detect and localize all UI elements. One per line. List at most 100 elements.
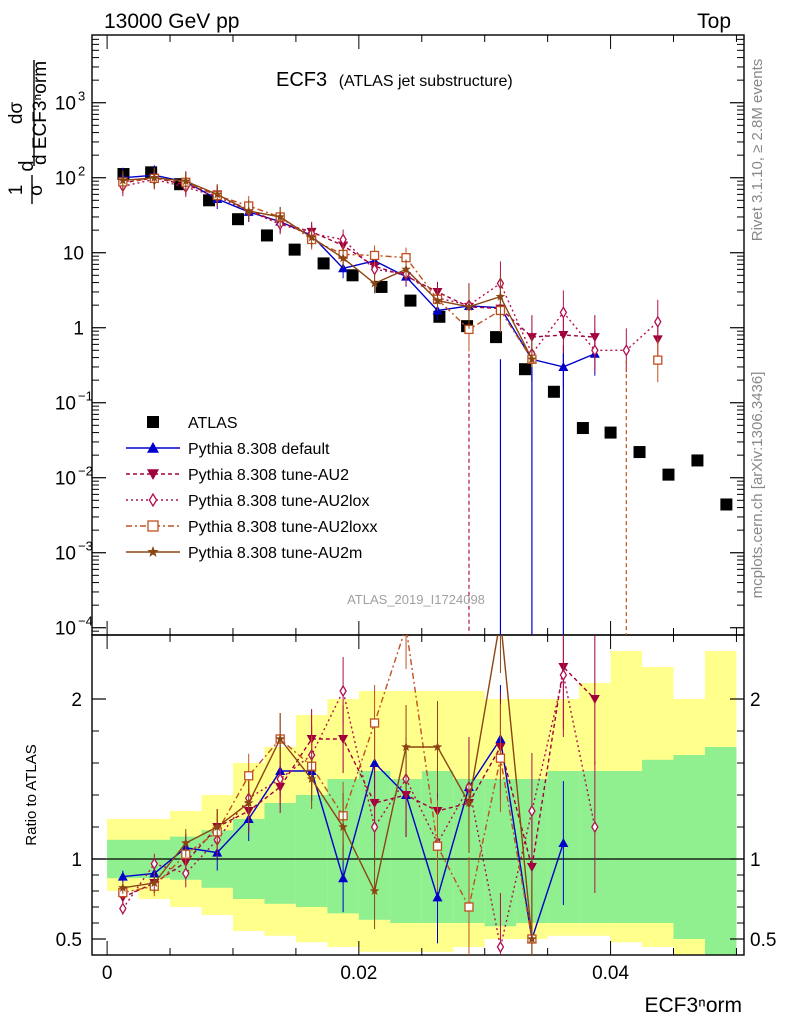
legend-entry: Pythia 8.308 tune-AU2lox	[126, 492, 369, 510]
ratio-series-point	[338, 822, 348, 832]
y-tick-exponent: −2	[78, 464, 93, 479]
ratio-ylabel: Ratio to ATLAS	[23, 744, 40, 845]
ratio-series-point	[464, 902, 474, 912]
ratio-y-tick-label: 0.5	[56, 930, 82, 951]
ratio-series-point	[528, 804, 536, 818]
ylabel-one: 1	[6, 185, 27, 196]
mc-series-line	[122, 177, 595, 338]
header-process-label: Top	[697, 10, 731, 33]
y-tick-exponent: −1	[78, 389, 93, 404]
band-green-bin	[704, 747, 737, 955]
ratio-series	[117, 635, 600, 955]
mc-series-line	[122, 174, 596, 368]
mc-series-point	[306, 232, 317, 242]
ratio-series-point	[150, 857, 159, 871]
y-tick-label: 10	[63, 244, 84, 265]
band-green-bin	[610, 771, 643, 923]
legend-label: ATLAS	[188, 415, 238, 432]
atlas-data-point	[518, 363, 531, 376]
atlas-data-point	[288, 243, 301, 256]
ylabel-denominator: d ECF3ⁿorm	[30, 61, 51, 165]
y-tick-label: 10	[55, 544, 76, 565]
atlas-data-point	[604, 426, 617, 439]
atlas-data-point	[232, 213, 245, 226]
ratio-y-tick-label: 2	[71, 690, 82, 711]
mc-series-line	[122, 177, 533, 360]
legend-marker	[147, 442, 159, 453]
ratio-series-point	[339, 684, 347, 698]
ratio-series-point	[212, 822, 222, 832]
ratio-series-point	[182, 867, 190, 880]
ratio-series-point	[244, 771, 254, 781]
ratio-series-point	[496, 940, 505, 954]
main-series	[117, 165, 733, 635]
ratio-series-point	[118, 882, 128, 892]
mc-series-point	[212, 189, 222, 199]
mc-series-point	[181, 176, 191, 186]
ratio-series-point	[338, 735, 349, 744]
legend-label: Pythia 8.308 tune-AU2lox	[188, 493, 369, 510]
ratio-series-point	[149, 878, 160, 888]
legend-label: Pythia 8.308 tune-AU2m	[188, 545, 362, 562]
legend-marker	[148, 492, 158, 508]
legend-label: Pythia 8.308 default	[188, 441, 330, 458]
mc-series-line	[122, 178, 659, 356]
ratio-series-line	[122, 674, 596, 948]
legend-entry: ATLAS	[147, 415, 238, 432]
ratio-series-point	[276, 772, 284, 786]
ratio-series-point	[432, 841, 443, 851]
mc-series-point	[118, 175, 128, 185]
mc-series-point	[653, 355, 663, 365]
band-green-bin	[673, 755, 705, 939]
y-tick-label: 10	[55, 394, 76, 415]
ratio-series-point	[338, 873, 349, 883]
mc-series-point	[369, 250, 380, 261]
ratio-series-point	[370, 820, 379, 834]
atlas-data-point	[662, 468, 675, 481]
ratio-y-tick-label-right: 2	[750, 690, 761, 711]
y-tick-exponent: −4	[78, 614, 93, 629]
mc-series-point	[558, 331, 569, 340]
ratio-series-point	[181, 838, 191, 848]
legend-marker	[147, 546, 159, 557]
ratio-y-tick-label-right: 1	[750, 850, 761, 871]
y-tick-exponent: 2	[78, 164, 85, 179]
mc-series-point	[654, 315, 662, 329]
ratio-series-point	[591, 820, 599, 834]
ratio-series-point	[432, 742, 443, 752]
band-green-bin	[642, 759, 674, 923]
atlas-data-point	[691, 454, 704, 467]
legend-label: Pythia 8.308 tune-AU2loxx	[188, 519, 377, 536]
y-tick-exponent: −3	[78, 539, 93, 554]
legend-marker	[147, 469, 159, 480]
y-tick-exponent: 3	[78, 89, 85, 104]
x-axis-label: ECF3ⁿorm	[644, 994, 742, 1017]
ratio-series-point	[243, 798, 254, 808]
ratio-series-point	[119, 902, 127, 915]
plot-title-sub: (ATLAS jet substructure)	[339, 73, 513, 90]
atlas-data-point	[375, 280, 388, 293]
legend-marker	[147, 416, 159, 428]
legend-entry: Pythia 8.308 default	[126, 441, 330, 458]
y-tick-label: 10	[55, 619, 76, 640]
header-energy-label: 13000 GeV pp	[104, 10, 239, 33]
legend-label: Pythia 8.308 tune-AU2	[188, 467, 349, 484]
mc-series-point	[464, 301, 474, 311]
ratio-series-point	[559, 668, 568, 682]
mc-series-point	[401, 264, 411, 274]
ylabel-sigma: σ	[26, 184, 47, 196]
atlas-data-point	[260, 229, 273, 242]
atlas-data-point	[576, 422, 589, 435]
atlas-data-point	[633, 446, 646, 459]
mc-series-point	[591, 344, 599, 357]
mc-series-point	[369, 278, 380, 288]
atlas-data-point	[346, 269, 359, 282]
ratio-series-line	[122, 635, 533, 940]
ratio-series-line	[122, 635, 533, 940]
atlas-data-point	[490, 331, 503, 344]
plot-title-main: ECF3	[276, 69, 327, 91]
y-tick-label: 1	[73, 319, 84, 340]
ratio-series-point	[369, 758, 380, 767]
atlas-data-point	[317, 257, 330, 270]
